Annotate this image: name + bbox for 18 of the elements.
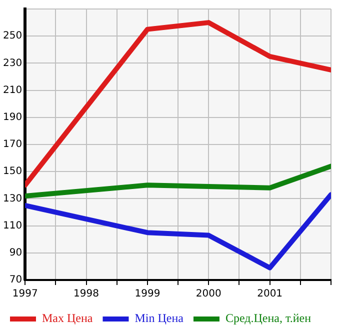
legend-label: Min Цена: [134, 311, 184, 326]
x-tick-label: 1997: [12, 288, 38, 300]
legend-label: Сред.Цена, т.йен: [225, 311, 312, 326]
x-tick-label: 2000: [196, 288, 222, 300]
y-tick-label: 190: [2, 112, 22, 123]
y-tick-label: 130: [2, 193, 22, 204]
y-tick-label: 150: [2, 166, 22, 178]
y-tick-label: 250: [2, 30, 22, 42]
x-tick-label: 1999: [134, 288, 160, 300]
y-tick-label: 70: [9, 274, 22, 286]
x-tick-label: 1998: [74, 288, 99, 300]
y-tick-label: 210: [2, 84, 22, 96]
y-tick-label: 170: [2, 139, 22, 150]
y-tick-label: 230: [2, 58, 22, 69]
y-tick-label: 90: [9, 247, 22, 258]
x-tick-label: 2001: [257, 288, 283, 300]
y-tick-label: 110: [2, 220, 22, 232]
legend-label: Max Цена: [42, 311, 94, 326]
